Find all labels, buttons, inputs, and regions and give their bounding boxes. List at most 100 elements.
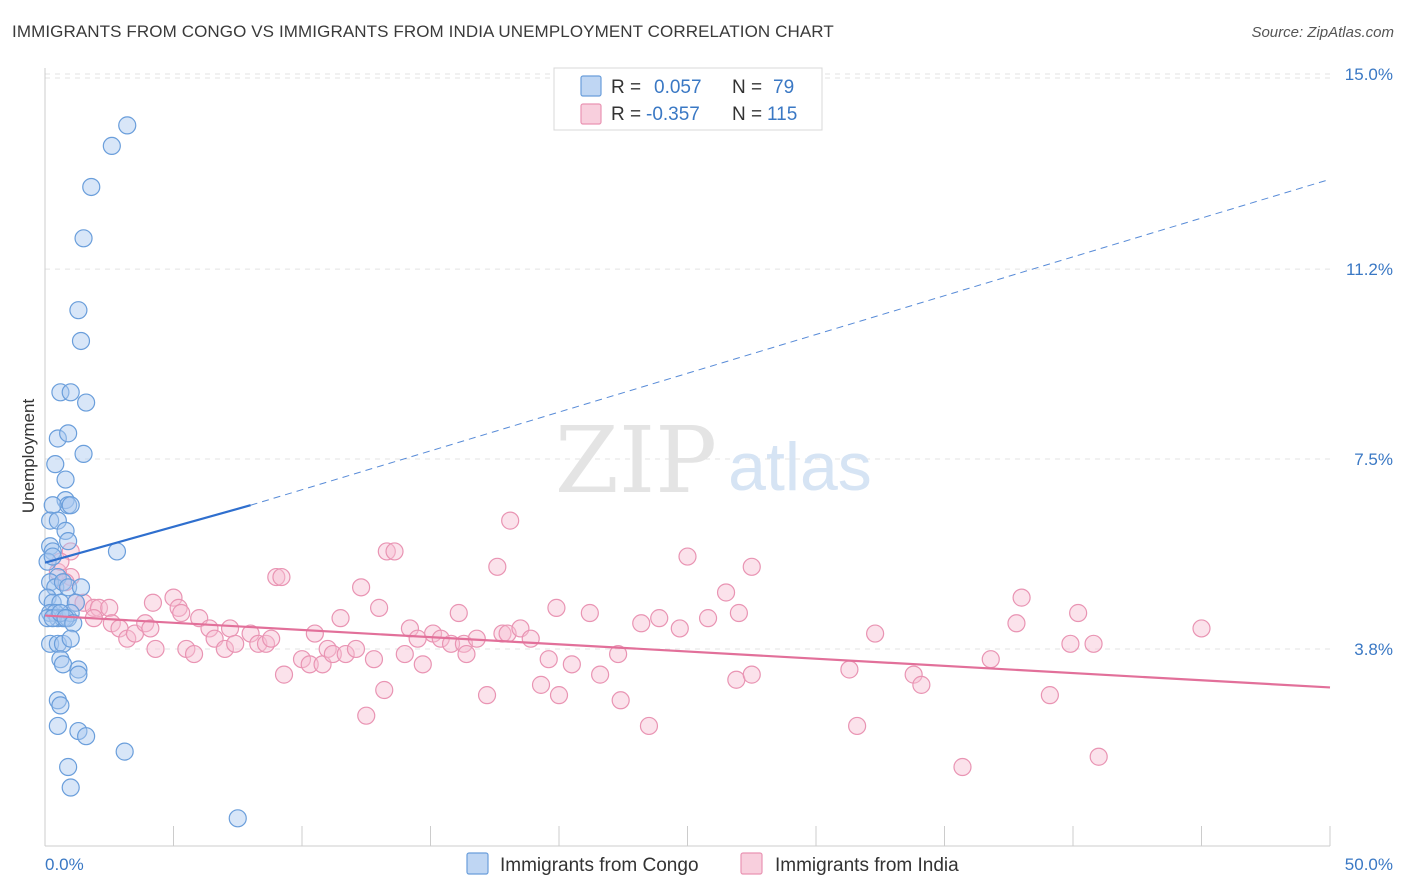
india-point — [184, 644, 204, 664]
congo-point — [59, 757, 78, 777]
india-point — [370, 598, 389, 617]
india-point — [848, 716, 867, 736]
india-point — [729, 603, 749, 623]
congo-point — [48, 691, 67, 710]
india-point — [375, 680, 394, 700]
congo-trendline-extension — [250, 178, 1331, 506]
india-point — [912, 675, 931, 694]
india-points — [48, 511, 1211, 777]
india-point — [89, 598, 109, 617]
india-point — [562, 655, 581, 674]
india-point — [650, 609, 669, 628]
india-point — [377, 542, 396, 561]
congo-point — [41, 634, 60, 653]
india-point — [521, 629, 540, 648]
congo-point — [102, 136, 121, 156]
congo-point — [46, 455, 65, 474]
india-point — [331, 609, 350, 628]
india-point — [267, 567, 286, 587]
legend-n-value-2: 115 — [767, 104, 797, 125]
india-point — [226, 634, 245, 653]
india-point — [323, 644, 342, 664]
india-point — [549, 686, 569, 705]
congo-point — [41, 511, 60, 530]
congo-point — [48, 716, 67, 736]
congo-point — [77, 393, 96, 412]
congo-point — [61, 629, 80, 648]
congo-point — [69, 665, 88, 684]
india-point — [241, 624, 260, 643]
india-point — [981, 650, 1000, 669]
india-point — [164, 588, 183, 607]
india-point — [141, 619, 160, 638]
india-point — [364, 650, 384, 669]
india-point — [716, 583, 736, 602]
india-point — [143, 593, 163, 612]
x-tick-label: 0.0% — [45, 855, 84, 874]
india-point — [305, 624, 324, 643]
congo-point — [53, 655, 73, 674]
india-point — [100, 598, 119, 617]
stats-legend: R = 0.057 N = 79 R = -0.357 N = 115 — [553, 67, 823, 131]
series-legend: Immigrants from Congo Immigrants from In… — [466, 852, 959, 876]
india-point — [477, 686, 497, 705]
congo-point — [53, 573, 73, 592]
y-tick-label: 7.5% — [1354, 450, 1393, 469]
watermark-atlas: atlas — [728, 429, 872, 505]
india-point — [262, 629, 281, 648]
congo-point — [43, 496, 62, 515]
india-point — [413, 655, 432, 674]
axes: 0.0% 50.0% — [44, 68, 1393, 874]
congo-point — [61, 496, 80, 515]
india-point — [449, 603, 468, 623]
india-point — [346, 639, 366, 659]
congo-point — [51, 650, 70, 669]
congo-point — [115, 742, 134, 761]
india-point — [866, 624, 885, 643]
india-point — [727, 670, 746, 689]
congo-point — [118, 116, 137, 135]
chart-title: IMMIGRANTS FROM CONGO VS IMMIGRANTS FROM… — [12, 22, 834, 41]
india-point — [953, 757, 972, 777]
india-point — [272, 567, 291, 587]
congo-point — [107, 542, 127, 561]
congo-point — [51, 696, 70, 715]
india-point — [352, 578, 371, 597]
india-point — [220, 619, 240, 638]
congo-point — [69, 660, 88, 679]
legend-n-label-1: N = — [732, 77, 762, 98]
congo-trendline — [44, 504, 251, 564]
congo-point — [69, 301, 88, 320]
india-point — [457, 644, 476, 664]
india-point — [136, 614, 155, 633]
legend-r-value-2: -0.357 — [646, 104, 700, 125]
congo-point — [74, 444, 93, 463]
india-point — [336, 644, 355, 664]
congo-point — [51, 383, 70, 402]
india-point — [611, 691, 630, 710]
y-tick-label: 3.8% — [1354, 640, 1393, 659]
india-point — [632, 614, 651, 633]
legend-r-label-2: R = — [611, 104, 641, 125]
congo-point — [59, 578, 78, 597]
y-axis-label: Unemployment — [19, 399, 38, 514]
congo-point — [61, 383, 80, 402]
india-point — [274, 665, 294, 684]
india-point — [1061, 634, 1080, 653]
india-point — [84, 598, 103, 617]
india-point — [539, 650, 558, 669]
india-point — [1007, 614, 1026, 633]
legend-swatch-india — [580, 103, 602, 125]
india-point — [1192, 619, 1211, 638]
india-point — [840, 660, 859, 679]
india-point — [580, 603, 599, 623]
india-point — [1084, 634, 1103, 653]
legend-n-label-2: N = — [732, 104, 762, 125]
y-tick-label: 11.2% — [1346, 260, 1393, 279]
congo-points — [38, 116, 247, 828]
india-point — [609, 644, 628, 664]
bottom-legend-swatch-india — [740, 852, 763, 875]
india-point — [501, 511, 520, 530]
india-point — [547, 598, 566, 617]
